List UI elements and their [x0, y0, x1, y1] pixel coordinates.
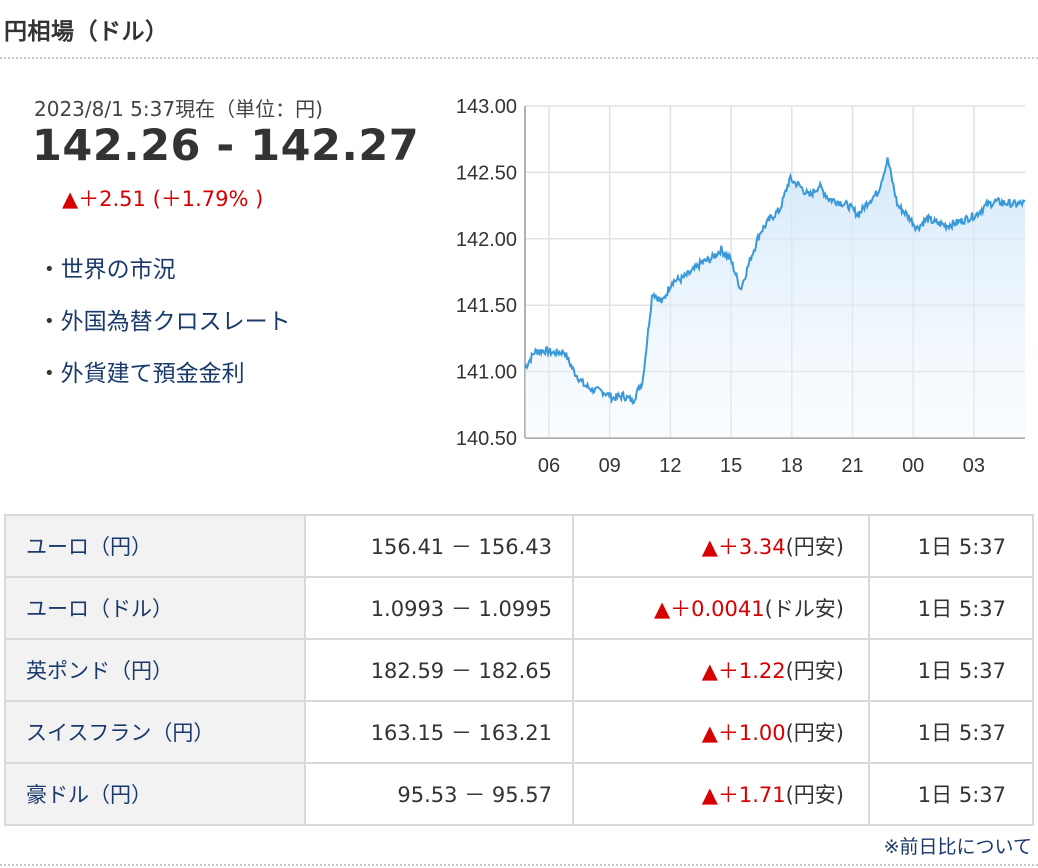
currency-pair-time: 1日 5:37: [868, 576, 1034, 640]
table-row: ユーロ（円） 156.41 － 156.43 ▲＋3.34(円安) 1日 5:37: [4, 514, 1034, 578]
x-tick-label: 12: [659, 455, 681, 477]
currency-pair-name[interactable]: 英ポンド（円）: [4, 638, 306, 702]
currency-pair-change-note: (円安): [785, 783, 844, 807]
currency-pair-change-cell: ▲＋0.0041(ドル安): [572, 576, 870, 640]
currency-pair-name[interactable]: ユーロ（円）: [4, 514, 306, 578]
currency-pair-name[interactable]: ユーロ（ドル）: [4, 576, 306, 640]
currency-pair-rate: 95.53 － 95.57: [304, 762, 574, 826]
bullet-icon: •: [44, 311, 55, 332]
currency-pair-time: 1日 5:37: [868, 762, 1034, 826]
table-row: 豪ドル（円） 95.53 － 95.57 ▲＋1.71(円安) 1日 5:37: [4, 762, 1034, 826]
link-deposit-rates[interactable]: 外貨建て預金金利: [60, 361, 245, 387]
usd-jpy-rate: 142.26 - 142.27: [32, 121, 420, 171]
bottom-divider: [0, 864, 1038, 866]
currency-pair-change: ▲＋3.34: [701, 535, 786, 559]
y-tick-label: 140.50: [456, 428, 517, 450]
table-row: ユーロ（ドル） 1.0993 － 1.0995 ▲＋0.0041(ドル安) 1日 5:…: [4, 576, 1034, 640]
currency-pair-change-note: (円安): [785, 659, 844, 683]
currency-pair-rate: 182.59 － 182.65: [304, 638, 574, 702]
currency-pair-change-cell: ▲＋1.22(円安): [572, 638, 870, 702]
currency-pair-change: ▲＋0.0041: [653, 597, 765, 621]
currency-pair-name[interactable]: 豪ドル（円）: [4, 762, 306, 826]
currency-pair-time: 1日 5:37: [868, 638, 1034, 702]
cross-rates-table: ユーロ（円） 156.41 － 156.43 ▲＋3.34(円安) 1日 5:37 ユー…: [4, 514, 1034, 826]
link-item: • 外国為替クロスレート: [44, 306, 291, 358]
bullet-icon: •: [44, 259, 55, 280]
currency-pair-time: 1日 5:37: [868, 514, 1034, 578]
usd-jpy-intraday-chart: 143.00 142.50 142.00 141.50 141.00 140.50 06 09…: [456, 96, 1026, 477]
currency-pair-change-cell: ▲＋1.00(円安): [572, 700, 870, 764]
rate-change: ▲＋2.51 (＋1.79% ): [62, 187, 264, 211]
currency-pair-change-cell: ▲＋1.71(円安): [572, 762, 870, 826]
link-item: • 外貨建て預金金利: [44, 358, 291, 410]
currency-pair-change-note: (円安): [785, 535, 844, 559]
x-tick-label: 18: [781, 455, 803, 477]
x-tick-label: 03: [963, 455, 985, 477]
y-tick-label: 142.00: [456, 229, 517, 251]
table-row: 英ポンド（円） 182.59 － 182.65 ▲＋1.22(円安) 1日 5:37: [4, 638, 1034, 702]
currency-pair-rate: 1.0993 － 1.0995: [304, 576, 574, 640]
currency-pair-change: ▲＋1.71: [701, 783, 786, 807]
currency-pair-time: 1日 5:37: [868, 700, 1034, 764]
y-tick-label: 143.00: [456, 96, 517, 118]
currency-pair-change: ▲＋1.00: [701, 721, 786, 745]
x-tick-label: 09: [599, 455, 621, 477]
footnote-link[interactable]: ※前日比について: [883, 836, 1032, 858]
series-line: [524, 157, 1026, 405]
currency-pair-change: ▲＋1.22: [701, 659, 786, 683]
page-title: 円相場（ドル）: [4, 19, 169, 45]
x-tick-label: 00: [902, 455, 924, 477]
y-tick-label: 141.50: [456, 295, 517, 317]
market-links: • 世界の市況 • 外国為替クロスレート • 外貨建て預金金利: [44, 254, 291, 410]
rate-timestamp: 2023/8/1 5:37現在（単位：円): [34, 97, 323, 121]
y-tick-label: 141.00: [456, 362, 517, 384]
link-cross-rates[interactable]: 外国為替クロスレート: [60, 309, 291, 335]
series-area: [525, 157, 1025, 438]
currency-pair-change-cell: ▲＋3.34(円安): [572, 514, 870, 578]
currency-pair-name[interactable]: スイスフラン（円）: [4, 700, 306, 764]
link-item: • 世界の市況: [44, 254, 291, 306]
title-divider: [0, 57, 1038, 59]
x-tick-label: 06: [538, 455, 560, 477]
currency-pair-change-note: (円安): [785, 721, 844, 745]
currency-pair-change-note: (ドル安): [764, 597, 844, 621]
bullet-icon: •: [44, 363, 55, 384]
link-world-markets[interactable]: 世界の市況: [60, 257, 176, 283]
currency-pair-rate: 163.15 － 163.21: [304, 700, 574, 764]
y-tick-label: 142.50: [456, 162, 517, 184]
table-row: スイスフラン（円） 163.15 － 163.21 ▲＋1.00(円安) 1日 5:3…: [4, 700, 1034, 764]
x-tick-label: 15: [720, 455, 742, 477]
x-tick-label: 21: [841, 455, 863, 477]
currency-pair-rate: 156.41 － 156.43: [304, 514, 574, 578]
